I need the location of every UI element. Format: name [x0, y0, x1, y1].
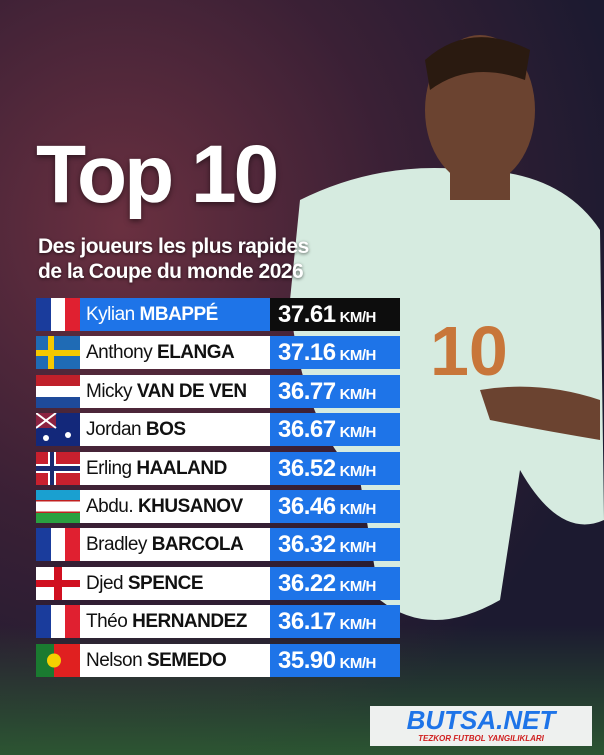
flag [36, 566, 80, 600]
tagline: TEZKOR FUTBOL YANGILIKLARI [418, 734, 544, 743]
subtitle: de la Coupe du monde 2026 [38, 260, 304, 283]
flag [36, 490, 80, 523]
first-name: Théo [86, 611, 128, 633]
last-name: SPENCE [127, 572, 204, 594]
last-name: BOS [145, 419, 186, 441]
flag [36, 298, 80, 331]
last-name: MBAPPÉ [139, 304, 219, 325]
speed-cell: 37.16 KM/H [270, 336, 400, 370]
speed-cell: 36.17 KM/H [270, 605, 400, 639]
first-name: Erling [86, 457, 132, 479]
last-name: HERNANDEZ [132, 611, 247, 633]
flag [36, 528, 80, 562]
speed-value: 36.17 [278, 608, 336, 636]
player-name: Abdu. KHUSANOV [80, 490, 270, 523]
speed-cell: 36.52 KM/H [270, 451, 400, 485]
watermark: BUTSA.NET TEZKOR FUTBOL YANGILIKLARI [370, 706, 592, 746]
speed-unit: KM/H [339, 539, 377, 557]
speed-unit: KM/H [339, 462, 377, 480]
flag [36, 336, 80, 370]
ranking-row: Nelson SEMEDO 35.90 KM/H [36, 643, 400, 677]
speed-unit: KM/H [339, 654, 377, 672]
brand: BUTSA.NET [406, 705, 556, 735]
speed-value: 36.46 [278, 493, 336, 520]
speed-value: 36.22 [278, 569, 336, 597]
speed-value: 36.77 [278, 377, 336, 405]
player-name: Anthony ELANGA [80, 336, 270, 370]
speed-value: 36.52 [278, 454, 336, 482]
speed-unit: KM/H [339, 424, 377, 442]
player-name: Djed SPENCE [80, 566, 270, 600]
player-name: Micky VAN DE VEN [80, 374, 270, 408]
player-name: Kylian MBAPPÉ [80, 298, 270, 331]
ranking-row: Kylian MBAPPÉ 37.61 KM/H [36, 298, 400, 331]
flag [36, 643, 80, 677]
player-name: Jordan BOS [80, 413, 270, 447]
speed-value: 35.90 [278, 646, 336, 674]
speed-unit: KM/H [339, 385, 377, 403]
subtitle: Des joueurs les plus rapides [38, 235, 309, 258]
speed-unit: KM/H [339, 577, 377, 595]
player-name: Erling HAALAND [80, 451, 270, 485]
first-name: Micky [86, 380, 133, 402]
speed-cell: 36.67 KM/H [270, 413, 400, 447]
speed-value: 36.32 [278, 531, 336, 559]
first-name: Anthony [86, 342, 153, 364]
speed-unit: KM/H [339, 347, 377, 365]
first-name: Kylian [86, 304, 135, 325]
player-name: Nelson SEMEDO [80, 643, 270, 677]
first-name: Nelson [86, 649, 143, 671]
ranking-row: Anthony ELANGA 37.16 KM/H [36, 336, 400, 370]
flag [36, 451, 80, 485]
first-name: Abdu. [86, 496, 134, 517]
speed-value: 36.67 [278, 416, 336, 444]
speed-unit: KM/H [339, 501, 377, 518]
ranking-row: Bradley BARCOLA 36.32 KM/H [36, 528, 400, 562]
last-name: BARCOLA [151, 534, 244, 556]
flag [36, 374, 80, 408]
first-name: Jordan [86, 419, 142, 441]
ranking-row: Théo HERNANDEZ 36.17 KM/H [36, 605, 400, 639]
speed-unit: KM/H [339, 616, 377, 634]
last-name: VAN DE VEN [136, 380, 247, 402]
speed-cell: 36.77 KM/H [270, 374, 400, 408]
speed-unit: KM/H [339, 309, 377, 326]
speed-value: 37.16 [278, 339, 336, 367]
speed-value: 37.61 [278, 301, 336, 328]
flag [36, 413, 80, 447]
first-name: Bradley [86, 534, 147, 556]
player-name: Bradley BARCOLA [80, 528, 270, 562]
player-name: Théo HERNANDEZ [80, 605, 270, 639]
speed-cell: 37.61 KM/H [270, 298, 400, 331]
speed-cell: 36.46 KM/H [270, 490, 400, 523]
speed-cell: 35.90 KM/H [270, 643, 400, 677]
svg-text:10: 10 [430, 312, 508, 390]
flag [36, 605, 80, 639]
speed-cell: 36.22 KM/H [270, 566, 400, 600]
speed-cell: 36.32 KM/H [270, 528, 400, 562]
ranking-row: Erling HAALAND 36.52 KM/H [36, 451, 400, 485]
last-name: KHUSANOV [137, 496, 243, 517]
first-name: Djed [86, 572, 124, 594]
title: Top 10 [36, 129, 279, 220]
ranking-row: Abdu. KHUSANOV 36.46 KM/H [36, 490, 400, 523]
last-name: SEMEDO [146, 649, 227, 671]
last-name: HAALAND [136, 457, 227, 479]
ranking-row: Jordan BOS 36.67 KM/H [36, 413, 400, 447]
ranking-row: Micky VAN DE VEN 36.77 KM/H [36, 374, 400, 408]
last-name: ELANGA [157, 342, 235, 364]
ranking-row: Djed SPENCE 36.22 KM/H [36, 566, 400, 600]
